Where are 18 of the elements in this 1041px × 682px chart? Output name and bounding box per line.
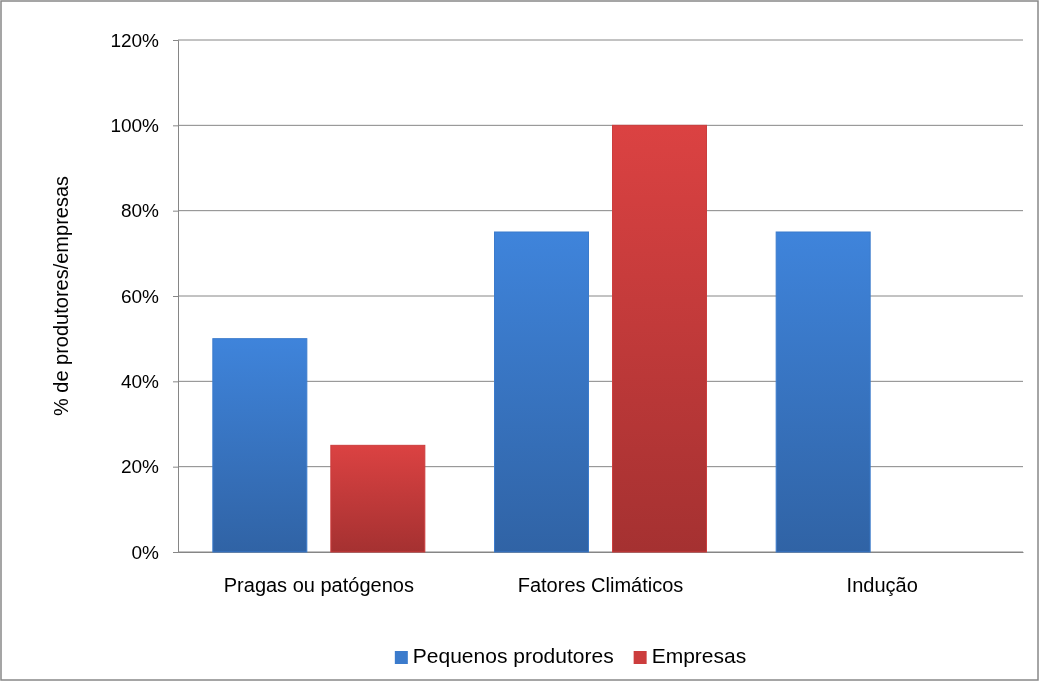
y-tick-label: 20% <box>120 456 160 478</box>
y-tick-label: 100% <box>110 114 160 136</box>
bar <box>212 338 308 553</box>
y-tick-label: 0% <box>131 541 160 563</box>
y-tick-label: 120% <box>110 29 160 51</box>
bar <box>775 231 871 553</box>
bar <box>612 124 707 553</box>
bar <box>330 444 426 553</box>
x-tick-label: Pragas ou patógenos <box>223 574 414 597</box>
x-tick-label: Indução <box>846 574 918 597</box>
legend-label: Pequenos produtores <box>412 644 614 667</box>
bar <box>494 231 589 553</box>
legend-label: Empresas <box>651 644 747 667</box>
y-tick-label: 40% <box>120 370 160 392</box>
x-tick-label: Fatores Climáticos <box>517 574 684 597</box>
y-tick-label: 80% <box>120 200 160 222</box>
y-axis-title: % de produtores/empresas <box>50 175 72 417</box>
y-tick-label: 60% <box>120 285 160 307</box>
